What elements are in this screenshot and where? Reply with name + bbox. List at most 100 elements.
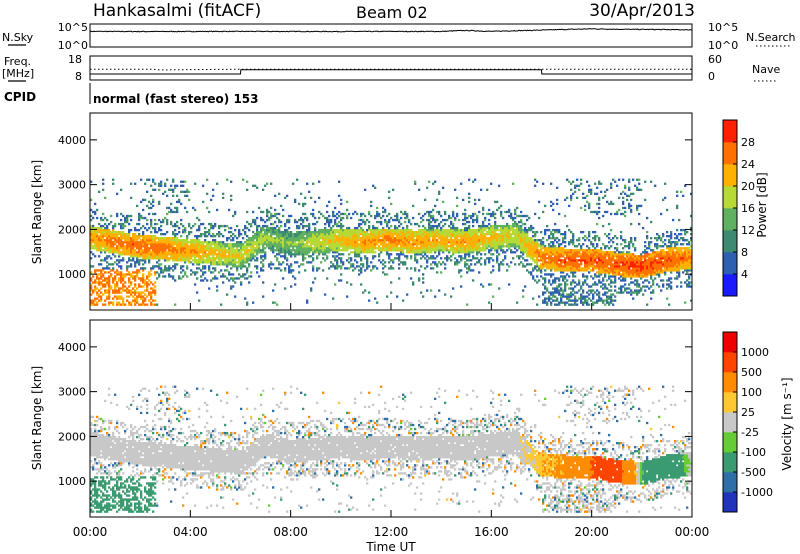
heatmap-cell xyxy=(384,239,387,242)
heatmap-cell xyxy=(368,245,371,248)
heatmap-cell xyxy=(434,228,437,232)
heatmap-cell xyxy=(538,279,541,282)
heatmap-cell xyxy=(328,235,331,238)
heatmap-cell xyxy=(444,263,447,266)
heatmap-cell xyxy=(402,239,405,242)
heatmap-cell xyxy=(486,241,489,244)
heatmap-cell xyxy=(144,297,147,300)
heatmap-cell xyxy=(226,178,229,181)
heatmap-cell xyxy=(218,249,221,252)
heatmap-cell xyxy=(338,232,341,236)
heatmap-cell xyxy=(366,245,369,248)
heatmap-cell xyxy=(372,232,375,236)
heatmap-cell xyxy=(262,239,265,242)
heatmap-cell xyxy=(392,245,395,248)
heatmap-cell xyxy=(336,241,339,244)
heatmap-cell xyxy=(206,247,209,250)
heatmap-cell xyxy=(222,243,225,246)
heatmap-cell xyxy=(168,269,171,272)
heatmap-cell xyxy=(128,273,131,276)
heatmap-cell xyxy=(114,224,117,228)
heatmap-cell xyxy=(246,257,249,260)
heatmap-cell xyxy=(430,255,433,258)
heatmap-cell xyxy=(530,273,533,276)
heatmap-cell xyxy=(338,245,341,248)
heatmap-cell xyxy=(118,230,121,234)
heatmap-cell xyxy=(290,271,293,274)
heatmap-cell xyxy=(188,230,191,234)
heatmap-cell xyxy=(142,224,145,228)
heatmap-cell xyxy=(468,228,471,232)
heatmap-cell xyxy=(504,257,507,260)
heatmap-cell xyxy=(110,275,113,278)
heatmap-cell xyxy=(474,245,477,248)
heatmap-cell xyxy=(374,239,377,242)
heatmap-cell xyxy=(200,235,203,238)
heatmap-cell xyxy=(368,291,371,294)
heatmap-cell xyxy=(174,239,177,242)
heatmap-cell xyxy=(252,251,255,254)
heatmap-cell xyxy=(292,269,295,272)
heatmap-cell xyxy=(400,222,403,226)
heatmap-cell xyxy=(508,226,511,230)
heatmap-cell xyxy=(128,279,131,282)
heatmap-cell xyxy=(340,237,343,240)
heatmap-cell xyxy=(202,265,205,268)
heatmap-cell xyxy=(392,235,395,238)
heatmap-cell xyxy=(566,257,569,260)
heatmap-cell xyxy=(384,210,387,214)
heatmap-cell xyxy=(452,224,455,228)
heatmap-cell xyxy=(156,243,159,246)
heatmap-cell xyxy=(456,212,459,216)
heatmap-cell xyxy=(584,269,587,272)
heatmap-cell xyxy=(508,214,511,218)
heatmap-cell xyxy=(306,241,309,244)
heatmap-cell xyxy=(416,222,419,226)
heatmap-cell xyxy=(374,226,377,230)
heatmap-cell xyxy=(578,255,581,258)
heatmap-cell xyxy=(110,220,113,224)
heatmap-cell xyxy=(168,257,171,260)
heatmap-cell xyxy=(192,241,195,244)
heatmap-cell xyxy=(436,230,439,234)
heatmap-cell xyxy=(510,232,513,236)
heatmap-cell xyxy=(322,249,325,252)
heatmap-cell xyxy=(512,241,515,244)
heatmap-cell xyxy=(532,277,535,280)
heatmap-cell xyxy=(178,275,181,278)
heatmap-cell xyxy=(158,200,161,204)
heatmap-cell xyxy=(206,259,209,262)
heatmap-cell xyxy=(296,245,299,248)
heatmap-cell xyxy=(246,271,249,274)
heatmap-cell xyxy=(500,226,503,230)
heatmap-cell xyxy=(238,273,241,276)
heatmap-cell xyxy=(102,293,105,296)
heatmap-cell xyxy=(326,277,329,280)
heatmap-cell xyxy=(568,259,571,262)
heatmap-cell xyxy=(582,291,585,294)
heatmap-cell xyxy=(358,218,361,222)
heatmap-cell xyxy=(516,226,519,230)
heatmap-cell xyxy=(150,220,153,224)
heatmap-cell xyxy=(226,245,229,248)
heatmap-cell xyxy=(208,249,211,252)
heatmap-cell xyxy=(432,235,435,238)
heatmap-cell xyxy=(438,222,441,226)
heatmap-cell xyxy=(572,239,575,242)
heatmap-cell xyxy=(496,249,499,252)
heatmap-cell xyxy=(430,267,433,270)
heatmap-cell xyxy=(484,243,487,246)
heatmap-cell xyxy=(424,249,427,252)
heatmap-cell xyxy=(248,228,251,232)
heatmap-cell xyxy=(522,222,525,226)
heatmap-cell xyxy=(570,182,573,185)
heatmap-cell xyxy=(474,237,477,240)
heatmap-cell xyxy=(324,239,327,242)
heatmap-cell xyxy=(266,208,269,212)
heatmap-cell xyxy=(322,241,325,244)
heatmap-cell xyxy=(542,247,545,250)
heatmap-cell xyxy=(398,235,401,238)
heatmap-cell xyxy=(374,241,377,244)
heatmap-cell xyxy=(482,235,485,238)
heatmap-cell xyxy=(384,232,387,236)
